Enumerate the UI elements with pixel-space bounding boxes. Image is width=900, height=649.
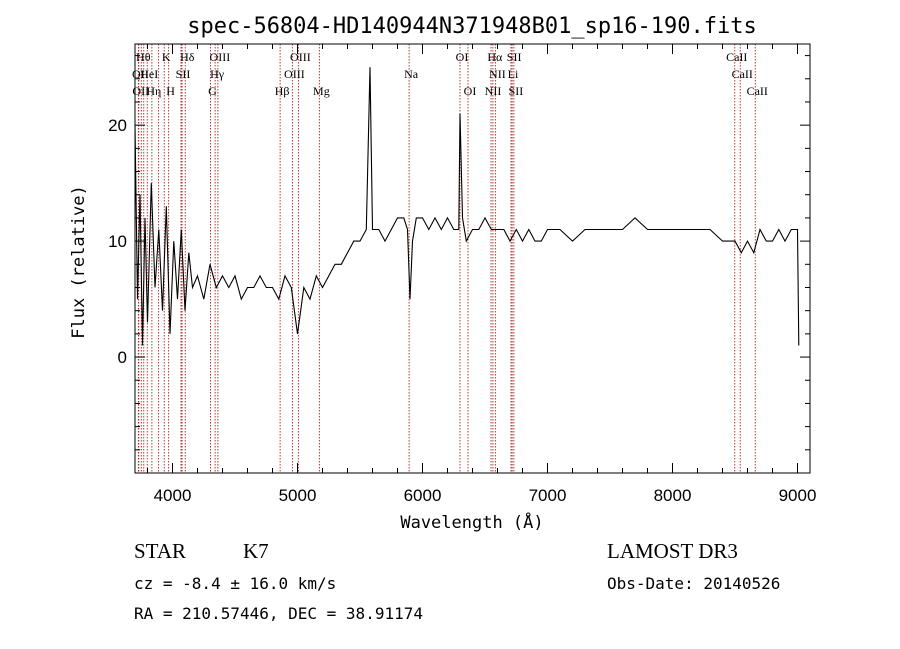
line-label: G — [208, 84, 217, 98]
line-label: Hδ — [180, 50, 195, 64]
line-label: Hα — [487, 50, 503, 64]
x-tick-label: 7000 — [529, 486, 567, 505]
line-label: NII — [485, 84, 502, 98]
line-label: OII — [132, 67, 149, 81]
line-label: OIII — [290, 50, 311, 64]
plot-frame — [134, 43, 811, 474]
line-label: NII — [489, 67, 506, 81]
line-label: Hθ — [136, 50, 151, 64]
y-tick-label: 10 — [108, 232, 127, 251]
line-label: SII — [509, 84, 524, 98]
chart-title: spec-56804-HD140944N371948B01_sp16-190.f… — [187, 14, 757, 39]
line-label: HeI — [140, 67, 158, 81]
redshift-text: cz = -8.4 ± 16.0 km/s — [134, 574, 336, 593]
line-label: OI — [464, 84, 477, 98]
line-label: SII — [176, 67, 191, 81]
y-tick-label: 0 — [118, 348, 127, 367]
line-label: OIII — [210, 50, 231, 64]
line-label: Hη — [146, 84, 161, 98]
object-subclass: K7 — [243, 539, 269, 563]
line-label: SII — [507, 50, 522, 64]
spectral-line-markers — [137, 44, 756, 473]
line-label: OI — [456, 50, 469, 64]
line-label: K — [162, 50, 171, 64]
x-tick-label: 6000 — [404, 486, 442, 505]
line-label: Li — [508, 67, 519, 81]
x-tick-label: 9000 — [779, 486, 817, 505]
x-tick-label: 8000 — [654, 486, 692, 505]
x-tick-label: 4000 — [154, 486, 192, 505]
line-label: CaII — [747, 84, 768, 98]
line-label: OII — [132, 84, 149, 98]
line-label: Hγ — [210, 67, 225, 81]
obs-date: Obs-Date: 20140526 — [607, 574, 780, 593]
object-class: STAR — [134, 539, 186, 563]
line-label: OIII — [284, 67, 305, 81]
y-axis-label: Flux (relative) — [69, 185, 89, 339]
line-label: Hβ — [275, 84, 290, 98]
line-label: Mg — [313, 84, 330, 98]
line-label: Na — [404, 67, 419, 81]
x-axis-label: Wavelength (Å) — [400, 511, 543, 533]
line-label: CaII — [732, 67, 753, 81]
line-label: H — [166, 84, 175, 98]
x-axis: 4000 5000 6000 7000 8000 9000 — [147, 44, 817, 505]
line-label: CaII — [726, 50, 747, 64]
y-tick-label: 20 — [108, 116, 127, 135]
spectrum-line — [134, 67, 800, 346]
coordinates-text: RA = 210.57446, DEC = 38.91174 — [134, 604, 423, 623]
y-axis: 0 10 20 — [108, 55, 810, 451]
survey-name: LAMOST DR3 — [607, 539, 738, 563]
x-tick-label: 5000 — [279, 486, 317, 505]
